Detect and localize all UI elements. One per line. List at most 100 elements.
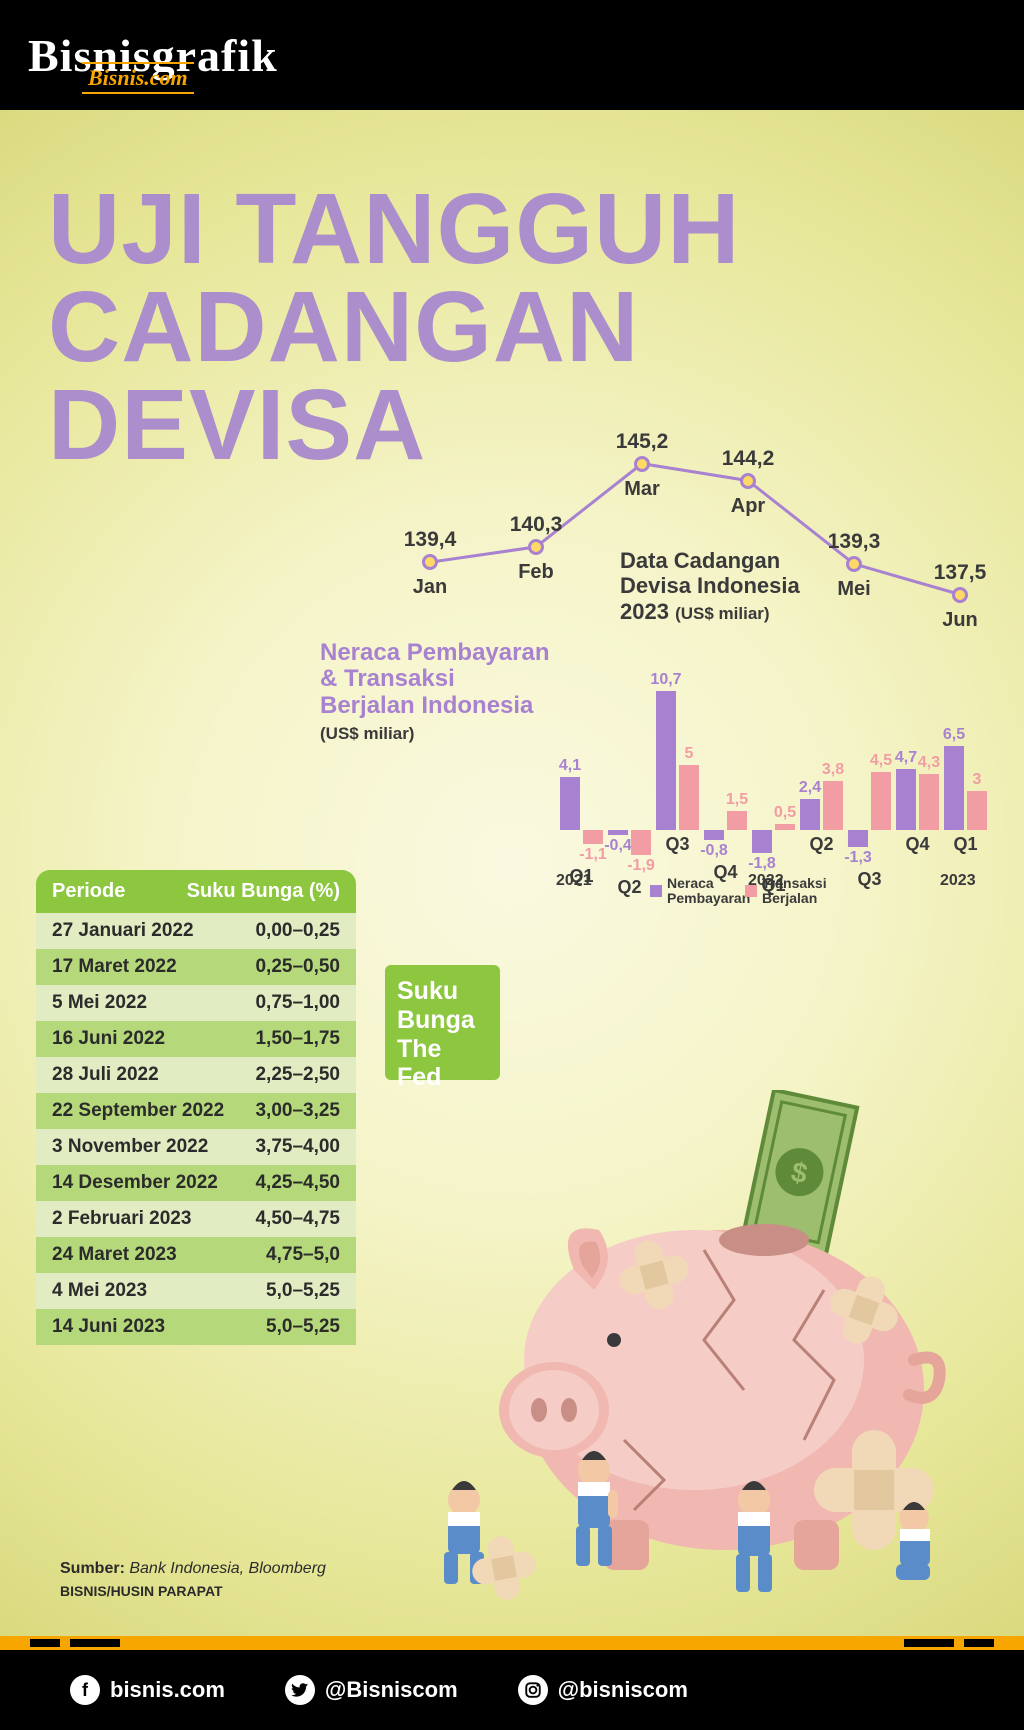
bar-period-label: Q3 bbox=[665, 834, 689, 855]
bar-value-label: 3 bbox=[973, 771, 982, 789]
line-month-label: Jan bbox=[413, 576, 447, 599]
table-row: 24 Maret 2023 4,75–5,0 bbox=[36, 1237, 356, 1273]
table-row: 14 Desember 2022 4,25–4,50 bbox=[36, 1165, 356, 1201]
source-credits: Sumber: Bank Indonesia, Bloomberg BISNIS… bbox=[60, 1559, 326, 1601]
bar-value-label: 0,5 bbox=[774, 804, 796, 822]
bar bbox=[608, 830, 628, 835]
line-value-label: 139,4 bbox=[404, 528, 457, 552]
bar-period-label: Q4 bbox=[905, 834, 929, 855]
bar-value-label: 4,7 bbox=[895, 749, 917, 767]
line-chart: Data Cadangan Devisa Indonesia 2023 (US$… bbox=[410, 420, 980, 650]
worker-4 bbox=[896, 1502, 930, 1580]
table-cell-date: 3 November 2022 bbox=[52, 1136, 208, 1158]
bar-period-label: Q2 bbox=[617, 877, 641, 898]
table-cell-date: 24 Maret 2023 bbox=[52, 1244, 177, 1266]
bar bbox=[775, 824, 795, 831]
instagram-icon bbox=[518, 1675, 548, 1705]
table-row: 22 September 2022 3,00–3,25 bbox=[36, 1093, 356, 1129]
bar bbox=[944, 746, 964, 831]
line-point bbox=[422, 554, 438, 570]
table-cell-date: 22 September 2022 bbox=[52, 1100, 224, 1122]
table-row: 5 Mei 20220,75–1,00 bbox=[36, 985, 356, 1021]
table-cell-date: 27 Januari 2022 bbox=[52, 920, 194, 942]
table-cell-rate: 3,75–4,00 bbox=[255, 1136, 340, 1158]
line-point bbox=[528, 539, 544, 555]
footer-orange-band bbox=[0, 1636, 1024, 1650]
bar bbox=[919, 774, 939, 830]
line-value-label: 137,5 bbox=[934, 561, 987, 585]
table-cell-rate: 5,0–5,25 bbox=[266, 1280, 340, 1302]
table-row: 16 Juni 2022 1,50–1,75 bbox=[36, 1021, 356, 1057]
bar-period-label: Q2 bbox=[809, 834, 833, 855]
bar bbox=[871, 772, 891, 831]
bar bbox=[752, 830, 772, 853]
line-month-label: Apr bbox=[731, 495, 765, 518]
table-cell-date: 17 Maret 2022 bbox=[52, 956, 177, 978]
bar bbox=[823, 781, 843, 830]
title-line: UJI TANGGUH bbox=[48, 180, 741, 278]
table-cell-rate: 5,0–5,25 bbox=[266, 1316, 340, 1338]
table-cell-date: 14 Desember 2022 bbox=[52, 1172, 218, 1194]
social-instagram[interactable]: @bisniscom bbox=[518, 1675, 688, 1705]
table-col-rate: Suku Bunga (%) bbox=[187, 880, 340, 903]
social-twitter[interactable]: @Bisniscom bbox=[285, 1675, 458, 1705]
bar-value-label: -1,3 bbox=[844, 849, 872, 867]
bar-legend-item: Neraca Pembayaran bbox=[650, 876, 747, 905]
table-cell-rate: 0,25–0,50 bbox=[255, 956, 340, 978]
bar-period-label: Q3 bbox=[857, 869, 881, 890]
bar bbox=[679, 765, 699, 830]
bar-value-label: -0,4 bbox=[604, 837, 632, 855]
line-month-label: Jun bbox=[942, 609, 978, 632]
title-line: CADANGAN bbox=[48, 278, 741, 376]
table-row: 4 Mei 20235,0–5,25 bbox=[36, 1273, 356, 1309]
line-chart-unit: (US$ miliar) bbox=[675, 604, 769, 623]
table-row: 14 Juni 2023 5,0–5,25 bbox=[36, 1309, 356, 1345]
line-month-label: Feb bbox=[518, 561, 554, 584]
bar-value-label: -1,9 bbox=[627, 857, 655, 875]
worker-1 bbox=[444, 1481, 541, 1605]
bar-value-label: -1,1 bbox=[579, 846, 607, 864]
worker-3 bbox=[736, 1481, 772, 1592]
bar-period-label: Q1 bbox=[953, 834, 977, 855]
bar bbox=[848, 830, 868, 847]
bar-value-label: 4,3 bbox=[918, 754, 940, 772]
table-cell-rate: 1,50–1,75 bbox=[255, 1028, 340, 1050]
table-header: Periode Suku Bunga (%) bbox=[36, 870, 356, 913]
bar-legend-item: Transaksi Berjalan bbox=[745, 876, 842, 905]
table-row: 17 Maret 2022 0,25–0,50 bbox=[36, 949, 356, 985]
bar bbox=[967, 791, 987, 830]
twitter-icon bbox=[285, 1675, 315, 1705]
bar-value-label: 5 bbox=[685, 745, 694, 763]
bar bbox=[727, 811, 747, 831]
header-bar: Bisnisgrafik Bisnis.com bbox=[0, 0, 1024, 110]
table-cell-date: 16 Juni 2022 bbox=[52, 1028, 165, 1050]
table-cell-rate: 4,25–4,50 bbox=[255, 1172, 340, 1194]
line-value-label: 144,2 bbox=[722, 447, 775, 471]
bar-value-label: -0,8 bbox=[700, 842, 728, 860]
table-cell-rate: 4,75–5,0 bbox=[266, 1244, 340, 1266]
table-row: 3 November 2022 3,75–4,00 bbox=[36, 1129, 356, 1165]
bar-value-label: -1,8 bbox=[748, 855, 776, 873]
table-cell-rate: 3,00–3,25 bbox=[255, 1100, 340, 1122]
bar bbox=[656, 691, 676, 830]
line-chart-title: Data Cadangan Devisa Indonesia 2023 (US$… bbox=[620, 548, 850, 624]
line-value-label: 139,3 bbox=[828, 530, 881, 554]
bar-chart: Neraca Pembayaran & Transaksi Berjalan I… bbox=[320, 640, 1000, 900]
line-point bbox=[846, 556, 862, 572]
social-facebook[interactable]: f bisnis.com bbox=[70, 1675, 225, 1705]
facebook-icon: f bbox=[70, 1675, 100, 1705]
line-month-label: Mar bbox=[624, 478, 660, 501]
table-cell-date: 28 Juli 2022 bbox=[52, 1064, 159, 1086]
table-cell-rate: 0,00–0,25 bbox=[255, 920, 340, 942]
bar-value-label: 4,1 bbox=[559, 757, 581, 775]
bar-value-label: 6,5 bbox=[943, 726, 965, 744]
bar-value-label: 2,4 bbox=[799, 779, 821, 797]
line-point bbox=[952, 587, 968, 603]
line-point bbox=[634, 456, 650, 472]
table-row: 27 Januari 2022 0,00–0,25 bbox=[36, 913, 356, 949]
table-cell-rate: 4,50–4,75 bbox=[255, 1208, 340, 1230]
bar-value-label: 1,5 bbox=[726, 791, 748, 809]
table-cell-date: 14 Juni 2023 bbox=[52, 1316, 165, 1338]
table-col-period: Periode bbox=[52, 880, 125, 903]
fed-callout: Suku Bunga The Fed bbox=[385, 965, 500, 1080]
